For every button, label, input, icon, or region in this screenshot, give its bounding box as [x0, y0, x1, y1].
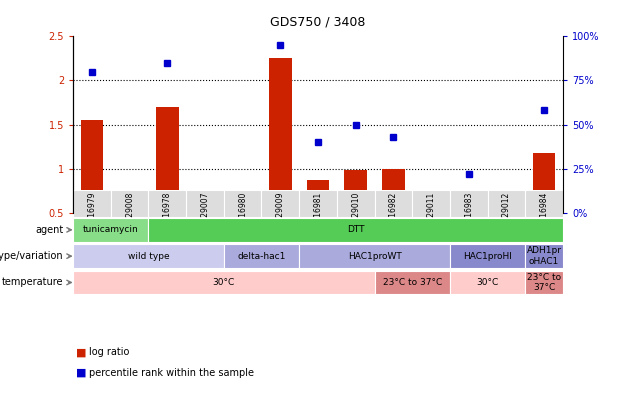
Bar: [269, 58, 292, 213]
Bar: [73, 190, 111, 217]
Text: GSM16982: GSM16982: [389, 192, 398, 233]
Text: log ratio: log ratio: [89, 347, 129, 357]
Text: delta-hac1: delta-hac1: [237, 252, 286, 261]
Bar: [224, 244, 299, 268]
Bar: [299, 190, 337, 217]
Text: GSM29010: GSM29010: [351, 192, 360, 233]
Bar: [261, 190, 299, 217]
Text: ■: ■: [76, 347, 87, 357]
Text: 23°C to 37°C: 23°C to 37°C: [382, 278, 442, 287]
Text: DTT: DTT: [347, 225, 364, 234]
Text: GDS750 / 3408: GDS750 / 3408: [270, 15, 366, 28]
Bar: [457, 197, 480, 213]
Text: ADH1pr
oHAC1: ADH1pr oHAC1: [527, 247, 562, 266]
Bar: [156, 107, 179, 213]
Text: wild type: wild type: [128, 252, 169, 261]
Bar: [525, 190, 563, 217]
Bar: [525, 244, 563, 268]
Text: GSM16983: GSM16983: [464, 192, 473, 233]
Text: percentile rank within the sample: percentile rank within the sample: [89, 368, 254, 377]
Bar: [375, 271, 450, 294]
Text: GSM29007: GSM29007: [200, 192, 209, 233]
Bar: [307, 180, 329, 213]
Bar: [450, 190, 488, 217]
Text: temperature: temperature: [2, 277, 64, 288]
Text: GSM29009: GSM29009: [276, 192, 285, 233]
Bar: [488, 190, 525, 217]
Bar: [382, 168, 404, 213]
Bar: [148, 190, 186, 217]
Text: GSM16984: GSM16984: [539, 192, 548, 233]
Text: GSM29012: GSM29012: [502, 192, 511, 233]
Bar: [73, 218, 148, 242]
Text: ■: ■: [76, 368, 87, 377]
Text: HAC1proWT: HAC1proWT: [348, 252, 401, 261]
Bar: [412, 190, 450, 217]
Text: GSM16980: GSM16980: [238, 192, 247, 233]
Bar: [194, 213, 216, 257]
Bar: [533, 153, 555, 213]
Bar: [420, 213, 442, 257]
Text: agent: agent: [35, 225, 64, 235]
Text: 30°C: 30°C: [476, 278, 499, 287]
Bar: [224, 190, 261, 217]
Text: GSM29008: GSM29008: [125, 192, 134, 233]
Text: GSM16979: GSM16979: [88, 192, 97, 233]
Bar: [118, 213, 141, 257]
Bar: [148, 218, 563, 242]
Text: 23°C to
37°C: 23°C to 37°C: [527, 273, 561, 292]
Bar: [111, 190, 148, 217]
Bar: [450, 244, 525, 268]
Text: genotype/variation: genotype/variation: [0, 251, 64, 261]
Bar: [344, 171, 367, 213]
Bar: [232, 213, 254, 257]
Bar: [525, 271, 563, 294]
Text: 30°C: 30°C: [212, 278, 235, 287]
Text: GSM29011: GSM29011: [427, 192, 436, 233]
Bar: [73, 244, 224, 268]
Bar: [299, 244, 450, 268]
Bar: [337, 190, 375, 217]
Text: GSM16981: GSM16981: [314, 192, 322, 233]
Bar: [450, 271, 525, 294]
Bar: [73, 271, 375, 294]
Bar: [495, 191, 518, 213]
Text: GSM16978: GSM16978: [163, 192, 172, 233]
Bar: [186, 190, 224, 217]
Text: tunicamycin: tunicamycin: [83, 225, 139, 234]
Bar: [81, 120, 103, 213]
Bar: [375, 190, 412, 217]
Text: HAC1proHI: HAC1proHI: [463, 252, 512, 261]
